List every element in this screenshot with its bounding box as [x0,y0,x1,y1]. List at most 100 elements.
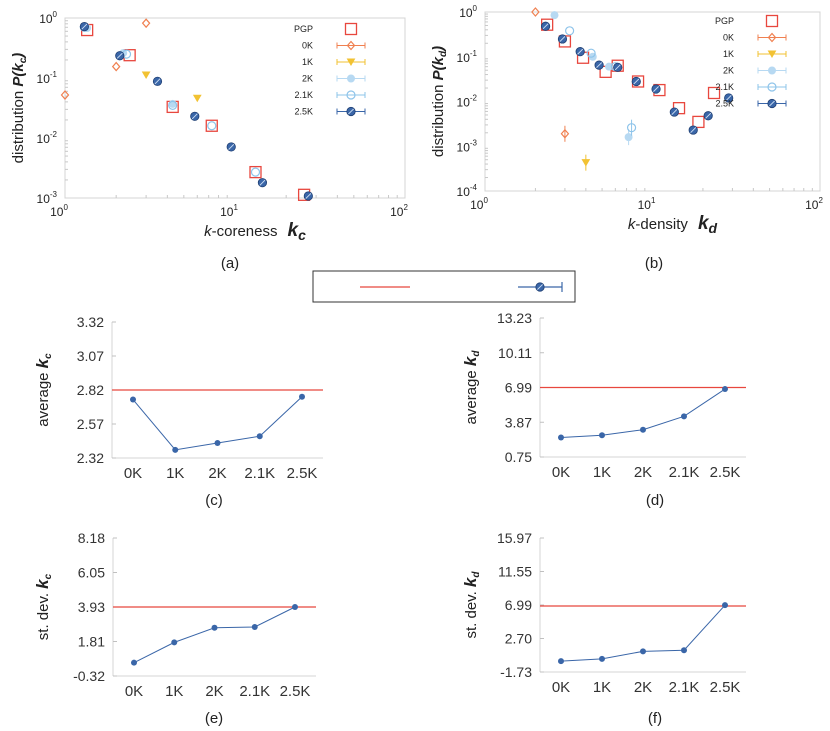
x-label-sub: d [709,220,718,236]
legend-marker [767,82,777,92]
marker-25K-point [669,107,679,117]
marker-25K-point-slash [633,78,640,85]
y-tick-base: 10 [457,96,471,110]
marker-25K-point [79,21,89,32]
dk-random-point [214,440,221,447]
y-tick-exp: -3 [470,138,478,147]
dk-random-point [722,602,728,609]
marker-21K-point [250,167,261,177]
marker-1K-point [581,159,591,167]
x-tick-base: 10 [50,205,64,219]
marker-25K-point-slash [690,127,697,133]
x-tick-label: 0K [125,683,143,700]
marker-21K-point [586,48,596,58]
marker-25K-point [688,125,698,135]
marker-PGP-point [205,119,218,132]
y-label-close: ) [430,46,447,53]
y-tick-base: 10 [459,6,473,20]
y-tick-label: 6.05 [78,565,105,581]
x-tick-label: 1K [593,679,611,696]
x-label-text: -density [635,216,688,233]
marker-21K-point [565,26,575,36]
y-tick-exp: -1 [470,49,478,58]
y-label-sub: d [471,571,482,578]
marker-25K-point [152,76,163,86]
panel-d: 13.23 10.11 6.99 3.87 0.75 0K 1K 2K 2.1K 2.5K aver… [461,310,746,509]
y-label-sub: d [471,350,482,357]
y-label-sub: c [43,573,54,579]
legend-dk-marker [535,282,545,292]
dk-random-point [251,623,258,630]
x-tick-label: 1K [166,465,184,482]
legend-label: PGP [715,16,734,26]
y-tick-base: 10 [457,140,471,154]
legend-marker [768,66,776,75]
marker-25K-point-slash [81,23,88,30]
legend-label: PGP [294,24,313,34]
y-label-symbol: k [33,578,52,589]
y-tick-label: 3.87 [505,414,532,430]
marker-25K-point-slash [191,113,198,120]
x-label-symbol: k [287,220,299,241]
x-label-text: -coreness [212,223,278,240]
marker-25K-point-slash [614,64,621,71]
x-tick-exp: 2 [818,196,823,205]
marker-25K-point [651,84,661,94]
y-axis-label: st. dev. kc [33,573,54,640]
x-tick-label: 102 [390,203,408,219]
x-tick-base: 10 [390,205,404,219]
marker-PGP-point [249,165,262,179]
y-tick-base: 10 [37,192,51,206]
legend-marker [346,40,356,51]
x-tick-label: 2K [634,464,652,481]
marker-25K-point [724,93,734,103]
y-tick-label: 10-2 [457,94,478,110]
y-tick-label: 8.18 [78,530,105,546]
y-tick-label: 100 [459,4,477,20]
x-tick-label: 2.1K [239,683,270,700]
x-label-sub: c [298,227,306,243]
x-tick-label: 2K [634,679,652,696]
marker-25K-point-slash [671,109,678,116]
y-label-sub: d [438,50,449,57]
y-tick-label: 10-3 [37,190,58,206]
y-axis-label: average kd [461,350,482,425]
y-label-symbol: k [461,355,480,366]
legend-marker [767,50,777,58]
y-tick-base: 10 [37,72,51,86]
legend-label: 1K [723,49,734,59]
dk-random-point [640,426,646,433]
dk-random-point [130,396,136,403]
y-tick-base: 10 [457,51,471,65]
y-tick-label: 2.57 [77,416,104,432]
marker-25K-point-slash [116,52,123,59]
marker-0K-point [60,90,70,100]
marker-25K-point [190,111,200,121]
y-label-symbol: P(k [430,56,447,80]
x-tick-label: 2.5K [710,464,741,481]
y-axis-label: distribution P(kd) [430,46,449,157]
panel-caption: (e) [205,710,223,727]
marker-25K-point [226,142,236,152]
inset-legend: PGP 0K 1K 2K 2.1K 2.5K [715,14,787,109]
marker-25K-point [540,21,551,31]
marker-25K-point-slash [305,193,312,199]
x-tick-exp: 0 [483,196,488,205]
y-tick-label: 1.81 [78,634,105,650]
marker-25K-point [115,51,125,61]
dk-random-point [256,433,263,440]
legend-marker [767,98,777,109]
y-tick-label: 3.93 [78,599,105,615]
dk-random-point [172,446,179,453]
y-label-text: distribution [430,80,447,157]
y-tick-label: 3.32 [77,314,104,330]
x-tick-base: 10 [470,198,484,212]
marker-0K-point [141,18,151,29]
y-tick-label: 2.32 [77,450,104,466]
marker-0K-point [560,128,570,139]
legend-marker-slash [769,100,775,107]
x-tick-label: 2.5K [710,679,741,696]
dk-random-point [292,604,298,610]
marker-25K-point-slash [725,95,732,101]
x-tick-label: 2.5K [280,683,311,700]
